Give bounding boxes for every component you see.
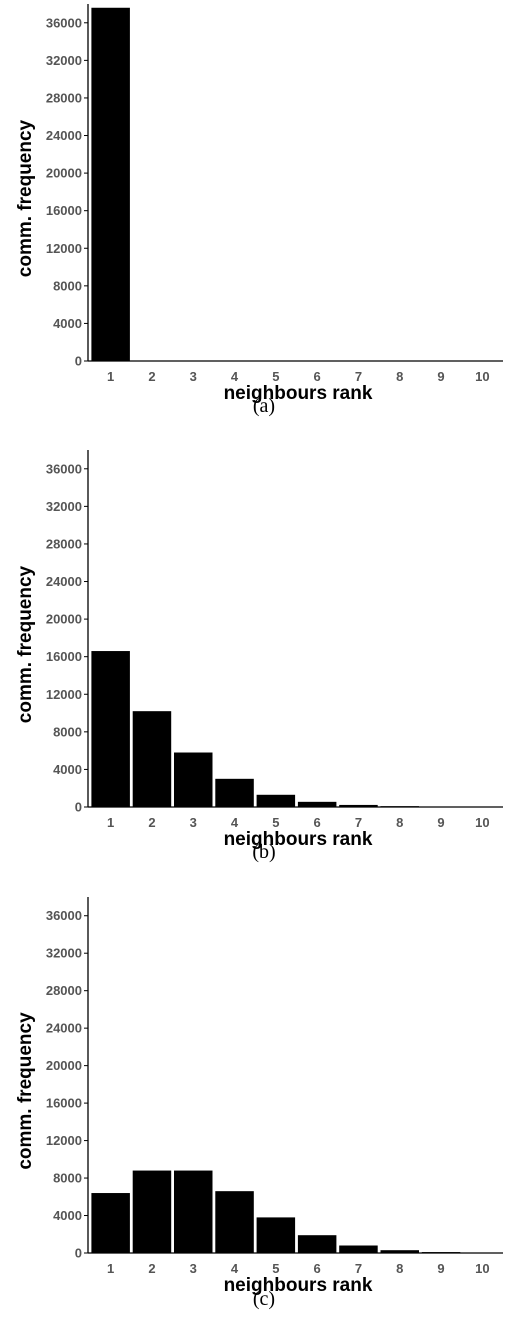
x-tick-label: 3 bbox=[190, 1261, 197, 1276]
bar-rank-5 bbox=[256, 1217, 296, 1253]
bar-rank-6 bbox=[297, 1235, 337, 1253]
y-tick-label: 4000 bbox=[53, 1208, 82, 1223]
y-tick-label: 24000 bbox=[46, 1021, 82, 1036]
bar-rank-9 bbox=[421, 1252, 461, 1253]
bar-rank-4 bbox=[215, 1191, 254, 1253]
y-tick-label: 20000 bbox=[46, 166, 82, 181]
x-tick-label: 6 bbox=[314, 815, 321, 830]
y-tick-label: 24000 bbox=[46, 574, 82, 589]
bar-rank-2 bbox=[132, 711, 172, 807]
x-tick-label: 6 bbox=[314, 369, 321, 384]
x-tick-label: 10 bbox=[475, 1261, 489, 1276]
bar-rank-1 bbox=[91, 651, 130, 807]
y-tick-label: 32000 bbox=[46, 499, 82, 514]
y-tick-label: 8000 bbox=[53, 724, 82, 739]
x-axis-label: neighbours rank bbox=[224, 829, 373, 850]
bar-rank-3 bbox=[174, 1170, 213, 1253]
bar-rank-3 bbox=[174, 752, 213, 807]
x-tick-label: 7 bbox=[355, 1261, 362, 1276]
bar-rank-2 bbox=[132, 1170, 172, 1253]
bar-rank-7 bbox=[339, 804, 378, 807]
x-axis-label: neighbours rank bbox=[224, 1275, 373, 1296]
y-axis-label: comm. frequency bbox=[15, 119, 36, 277]
x-tick-label: 7 bbox=[355, 815, 362, 830]
y-tick-label: 12000 bbox=[46, 241, 82, 256]
x-tick-label: 5 bbox=[272, 369, 279, 384]
x-tick-label: 4 bbox=[231, 369, 239, 384]
bar-rank-8 bbox=[380, 806, 419, 807]
x-tick-label: 9 bbox=[437, 815, 444, 830]
y-tick-label: 4000 bbox=[53, 762, 82, 777]
x-tick-label: 8 bbox=[396, 369, 403, 384]
y-axis-label: comm. frequency bbox=[15, 565, 36, 723]
y-tick-label: 8000 bbox=[53, 278, 82, 293]
y-tick-label: 0 bbox=[75, 354, 82, 369]
y-tick-label: 36000 bbox=[46, 461, 82, 476]
y-tick-label: 36000 bbox=[46, 15, 82, 30]
y-tick-label: 0 bbox=[75, 800, 82, 815]
y-tick-label: 32000 bbox=[46, 946, 82, 961]
y-tick-label: 20000 bbox=[46, 612, 82, 627]
bar-rank-6 bbox=[297, 801, 337, 807]
x-tick-label: 2 bbox=[148, 815, 155, 830]
bar-rank-5 bbox=[256, 794, 296, 807]
x-tick-label: 6 bbox=[314, 1261, 321, 1276]
x-tick-label: 5 bbox=[272, 1261, 279, 1276]
x-tick-label: 1 bbox=[107, 1261, 114, 1276]
x-tick-label: 8 bbox=[396, 815, 403, 830]
y-tick-label: 28000 bbox=[46, 983, 82, 998]
x-tick-label: 4 bbox=[231, 815, 239, 830]
x-tick-label: 7 bbox=[355, 369, 362, 384]
y-tick-label: 36000 bbox=[46, 908, 82, 923]
x-tick-label: 1 bbox=[107, 815, 114, 830]
bar-rank-4 bbox=[215, 778, 254, 807]
y-tick-label: 32000 bbox=[46, 53, 82, 68]
x-tick-label: 8 bbox=[396, 1261, 403, 1276]
x-tick-label: 2 bbox=[148, 369, 155, 384]
y-tick-label: 28000 bbox=[46, 536, 82, 551]
y-tick-label: 0 bbox=[75, 1246, 82, 1261]
x-axis-label: neighbours rank bbox=[224, 383, 373, 404]
y-tick-label: 4000 bbox=[53, 316, 82, 331]
y-tick-label: 16000 bbox=[46, 1096, 82, 1111]
x-tick-label: 5 bbox=[272, 815, 279, 830]
panel-caption: (a) bbox=[253, 395, 275, 417]
y-tick-label: 28000 bbox=[46, 90, 82, 105]
bar-rank-7 bbox=[339, 1245, 378, 1253]
bar-rank-8 bbox=[380, 1250, 419, 1253]
x-tick-label: 4 bbox=[231, 1261, 239, 1276]
y-tick-label: 12000 bbox=[46, 687, 82, 702]
x-tick-label: 10 bbox=[475, 815, 489, 830]
panel-caption: (b) bbox=[252, 841, 275, 863]
x-tick-label: 1 bbox=[107, 369, 114, 384]
y-tick-label: 16000 bbox=[46, 203, 82, 218]
x-tick-label: 3 bbox=[190, 369, 197, 384]
panel-caption: (c) bbox=[253, 1288, 275, 1310]
y-tick-label: 16000 bbox=[46, 649, 82, 664]
x-tick-label: 10 bbox=[475, 369, 489, 384]
y-tick-label: 12000 bbox=[46, 1133, 82, 1148]
x-tick-label: 9 bbox=[437, 1261, 444, 1276]
y-tick-label: 24000 bbox=[46, 128, 82, 143]
bar-rank-1 bbox=[91, 7, 130, 361]
x-tick-label: 3 bbox=[190, 815, 197, 830]
bar-rank-1 bbox=[91, 1193, 130, 1253]
y-axis-label: comm. frequency bbox=[15, 1012, 36, 1170]
x-tick-label: 9 bbox=[437, 369, 444, 384]
y-tick-label: 20000 bbox=[46, 1058, 82, 1073]
y-tick-label: 8000 bbox=[53, 1171, 82, 1186]
x-tick-label: 2 bbox=[148, 1261, 155, 1276]
